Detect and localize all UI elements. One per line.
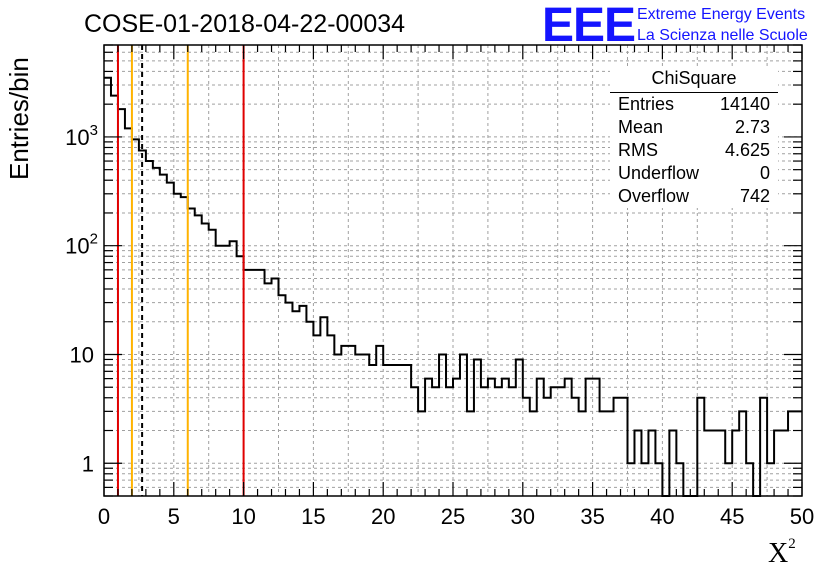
y-tick-label: 10: [70, 342, 94, 367]
chart-title: COSE-01-2018-04-22-00034: [84, 10, 406, 38]
stats-value: 742: [739, 186, 770, 206]
y-tick-label: 102: [65, 231, 98, 259]
x-tick-label: 5: [168, 504, 180, 529]
stats-row-underflow: Underflow 0: [610, 162, 778, 185]
stats-value: 4.625: [724, 140, 770, 160]
stats-value: 2.73: [734, 117, 770, 137]
stats-label: Overflow: [618, 186, 690, 206]
stats-box: ChiSquare Entries 14140 Mean 2.73 RMS 4.625…: [610, 68, 778, 208]
stats-value: 14140: [719, 94, 770, 114]
stats-value: 0: [759, 163, 770, 183]
stats-label: Mean: [618, 117, 664, 137]
stats-label: Entries: [618, 94, 675, 114]
x-tick-label: 10: [231, 504, 255, 529]
logo-caption: Extreme Energy Events La Scienza nelle S…: [637, 4, 808, 46]
x-axis-label: X2: [768, 535, 796, 570]
x-tick-label: 15: [301, 504, 325, 529]
eee-logo: EEE: [542, 0, 636, 52]
y-axis-label: Entries/bin: [4, 57, 34, 180]
stats-label: Underflow: [618, 163, 700, 183]
x-tick-label: 25: [441, 504, 465, 529]
x-tick-label: 45: [720, 504, 744, 529]
x-tick-label: 0: [98, 504, 110, 529]
stats-label: RMS: [618, 140, 658, 160]
stats-row-rms: RMS 4.625: [610, 139, 778, 162]
x-axis-label-exponent: 2: [788, 535, 796, 552]
stats-row-mean: Mean 2.73: [610, 116, 778, 139]
x-tick-label: 40: [650, 504, 674, 529]
x-tick-label: 50: [790, 504, 814, 529]
logo-line-2: La Scienza nelle Scuole: [637, 27, 808, 44]
stats-row-entries: Entries 14140: [610, 93, 778, 116]
stats-row-overflow: Overflow 742: [610, 185, 778, 208]
x-tick-label: 35: [580, 504, 604, 529]
histogram-series: [104, 76, 802, 497]
y-tick-label: 1: [82, 451, 94, 476]
x-tick-label: 20: [371, 504, 395, 529]
stats-title: ChiSquare: [610, 68, 778, 93]
x-tick-label: 30: [511, 504, 535, 529]
y-tick-label: 103: [65, 122, 98, 150]
x-axis-label-symbol: X: [768, 538, 789, 569]
logo-line-1: Extreme Energy Events: [637, 6, 806, 23]
